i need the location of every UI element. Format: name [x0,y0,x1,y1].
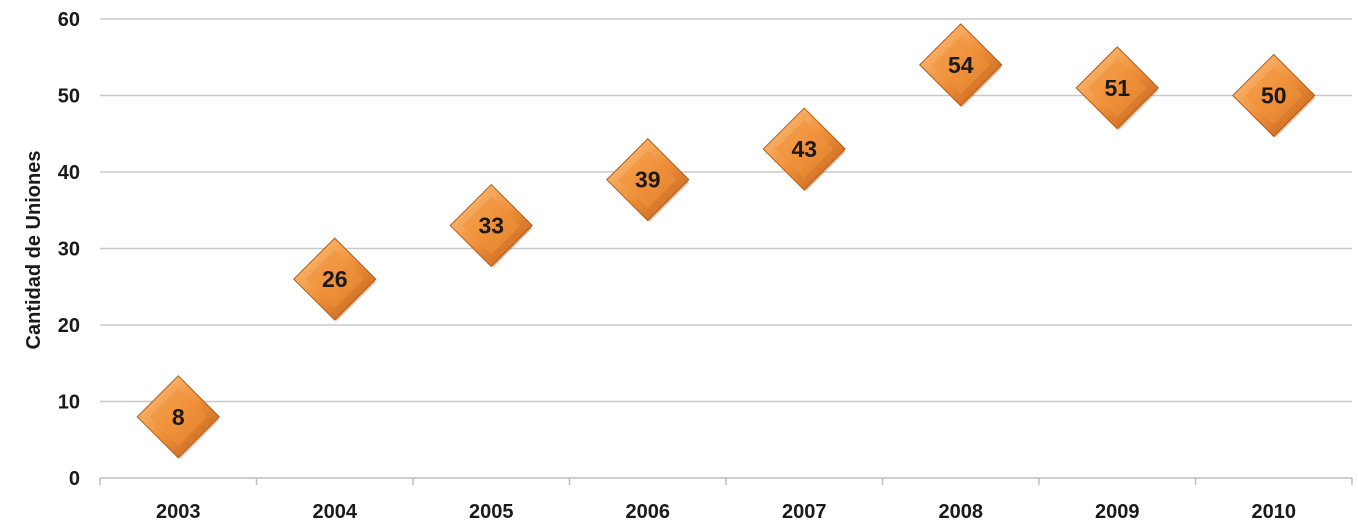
data-point: 26 [293,237,377,322]
axes [99,477,1353,485]
data-label: 8 [172,404,185,430]
diamond-marker-face [1244,66,1303,125]
x-tick-label: 2010 [1252,501,1297,523]
x-tick-label: 2006 [626,501,671,523]
diamond-marker-face [1088,58,1147,117]
y-tick-label: 20 [58,315,80,337]
y-tick-label: 30 [58,239,80,261]
y-tick-label: 40 [58,162,80,184]
gridlines [100,18,1352,403]
data-label: 51 [1104,75,1130,101]
diamond-marker-face [618,150,677,209]
data-point: 8 [136,375,220,459]
y-tick-label: 50 [58,86,80,108]
data-point: 51 [1075,46,1159,130]
x-tick-label: 2005 [469,501,514,523]
data-label: 39 [635,167,661,193]
diamond-marker-face [149,387,208,446]
y-tick-label: 60 [58,9,80,31]
x-tick-label: 2004 [313,501,358,523]
data-point: 39 [606,137,690,222]
data-point: 43 [762,107,846,192]
y-axis-title: Cantidad de Uniones [23,151,45,350]
y-tick-label: 10 [58,392,80,414]
data-label: 43 [791,136,817,162]
data-markers: 8 26 33 39 43 54 51 50 [136,23,1316,459]
x-axis-ticks: 2003 2004 2005 2006 2007 2008 2009 2010 [156,501,1296,523]
y-tick-label: 0 [69,468,80,490]
diamond-marker-face [305,250,364,309]
x-tick-label: 2008 [939,501,984,523]
y-axis-ticks: 0 10 20 30 40 50 60 [58,9,80,490]
data-label: 54 [948,52,974,78]
data-label: 33 [478,213,504,239]
diamond-marker-face [462,196,521,255]
x-tick-label: 2007 [782,501,827,523]
diamond-marker-face [931,35,990,94]
data-label: 26 [322,266,348,292]
data-point: 54 [919,23,1003,107]
data-label: 50 [1261,83,1287,109]
diamond-marker-face [775,120,834,179]
x-tick-label: 2009 [1095,501,1140,523]
data-point: 50 [1232,53,1316,138]
data-point: 33 [449,183,533,268]
x-tick-label: 2003 [156,501,201,523]
